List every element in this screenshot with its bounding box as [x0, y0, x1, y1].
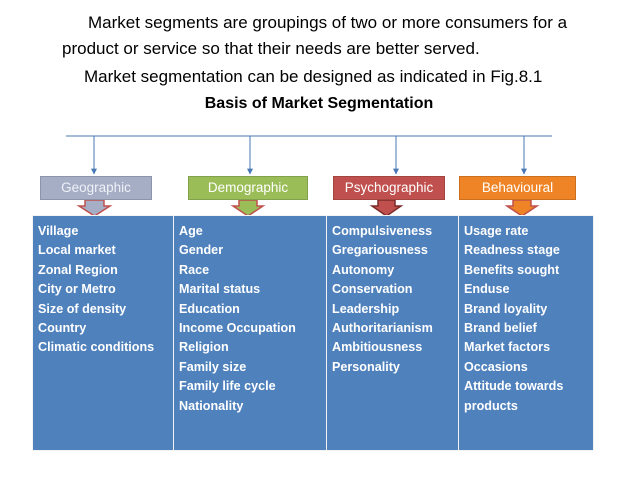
list-item: Brand belief: [464, 321, 537, 336]
intro-line-3: Market segmentation can be designed as i…: [84, 67, 543, 86]
category-geographic: Geographic: [40, 176, 152, 200]
list-item: Conservation: [332, 282, 413, 297]
list-item: Authoritarianism: [332, 321, 433, 336]
down-arrow-psychographic: [369, 199, 404, 217]
list-item: Local market: [38, 243, 116, 258]
column-psychographic: Compulsiveness Gregariousness Autonomy C…: [326, 216, 458, 450]
list-item: Religion: [179, 340, 229, 355]
list-item: Family size: [179, 359, 247, 374]
list-item: Occasions: [464, 359, 528, 374]
column-demographic: Age Gender Race Marital status Education…: [173, 216, 326, 450]
down-arrow-geographic: [76, 199, 113, 217]
list-item: Size of density: [38, 301, 127, 316]
list-item: Enduse: [464, 282, 510, 297]
list-item: Usage rate: [464, 224, 529, 238]
category-psychographic: Psychographic: [333, 176, 445, 200]
list-item: Compulsiveness: [332, 224, 433, 238]
column-behavioural: Usage rate Readness stage Benefits sough…: [458, 216, 595, 450]
list-item: Climatic conditions: [38, 340, 155, 355]
intro-line-1: Market segments are groupings of two or …: [88, 13, 568, 32]
list-item: City or Metro: [38, 282, 116, 297]
list-item: Nationality: [179, 398, 244, 413]
list-item: Country: [38, 321, 87, 336]
list-item: Leadership: [332, 301, 400, 316]
list-item: Attitude towards: [464, 379, 564, 394]
category-demographic: Demographic: [188, 176, 308, 200]
list-item: Zonal Region: [38, 262, 118, 277]
list-item: Market factors: [464, 340, 551, 355]
intro-line-2: product or service so that their needs a…: [62, 39, 480, 58]
list-item: Gregariousness: [332, 243, 428, 258]
list-item: Race: [179, 262, 210, 277]
list-item: Age: [179, 224, 203, 238]
down-arrow-behavioural: [504, 199, 540, 217]
list-item: Benefits sought: [464, 262, 560, 277]
list-item: Brand loyality: [464, 301, 548, 316]
down-arrow-demographic: [230, 199, 266, 217]
list-item: Gender: [179, 243, 224, 258]
list-item: Autonomy: [332, 262, 395, 277]
diagram-title: Basis of Market Segmentation: [204, 95, 434, 112]
list-item: Education: [179, 301, 240, 316]
list-item: products: [464, 398, 518, 413]
list-item: Income Occupation: [179, 321, 296, 336]
list-item: Family life cycle: [179, 379, 276, 394]
segmentation-table: Village Local market Zonal Region City o…: [32, 215, 594, 451]
list-item: Ambitiousness: [332, 340, 423, 355]
list-item: Marital status: [179, 282, 261, 297]
category-behavioural: Behavioural: [459, 176, 576, 200]
list-item: Village: [38, 224, 79, 238]
column-geographic: Village Local market Zonal Region City o…: [33, 216, 173, 450]
list-item: Personality: [332, 359, 400, 374]
list-item: Readness stage: [464, 243, 560, 258]
